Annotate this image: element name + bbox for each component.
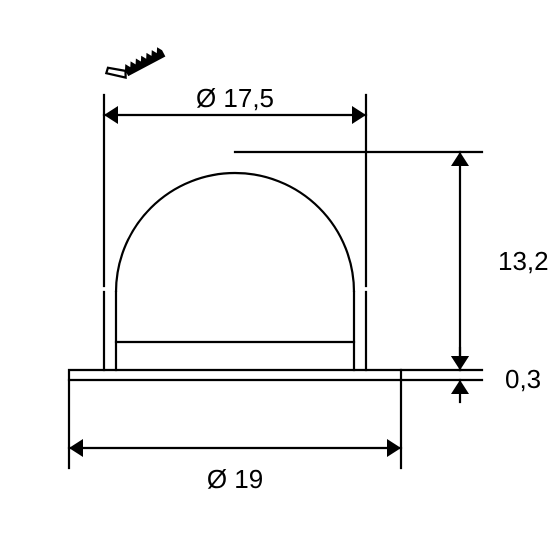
dim-height-label: 13,2	[498, 246, 549, 276]
dim-top-label: Ø 17,5	[196, 83, 274, 113]
dim-bottom-label: Ø 19	[207, 464, 263, 494]
holesaw-icon	[104, 41, 165, 84]
dim-flange-label: 0,3	[505, 364, 541, 394]
product-outline	[69, 173, 401, 380]
